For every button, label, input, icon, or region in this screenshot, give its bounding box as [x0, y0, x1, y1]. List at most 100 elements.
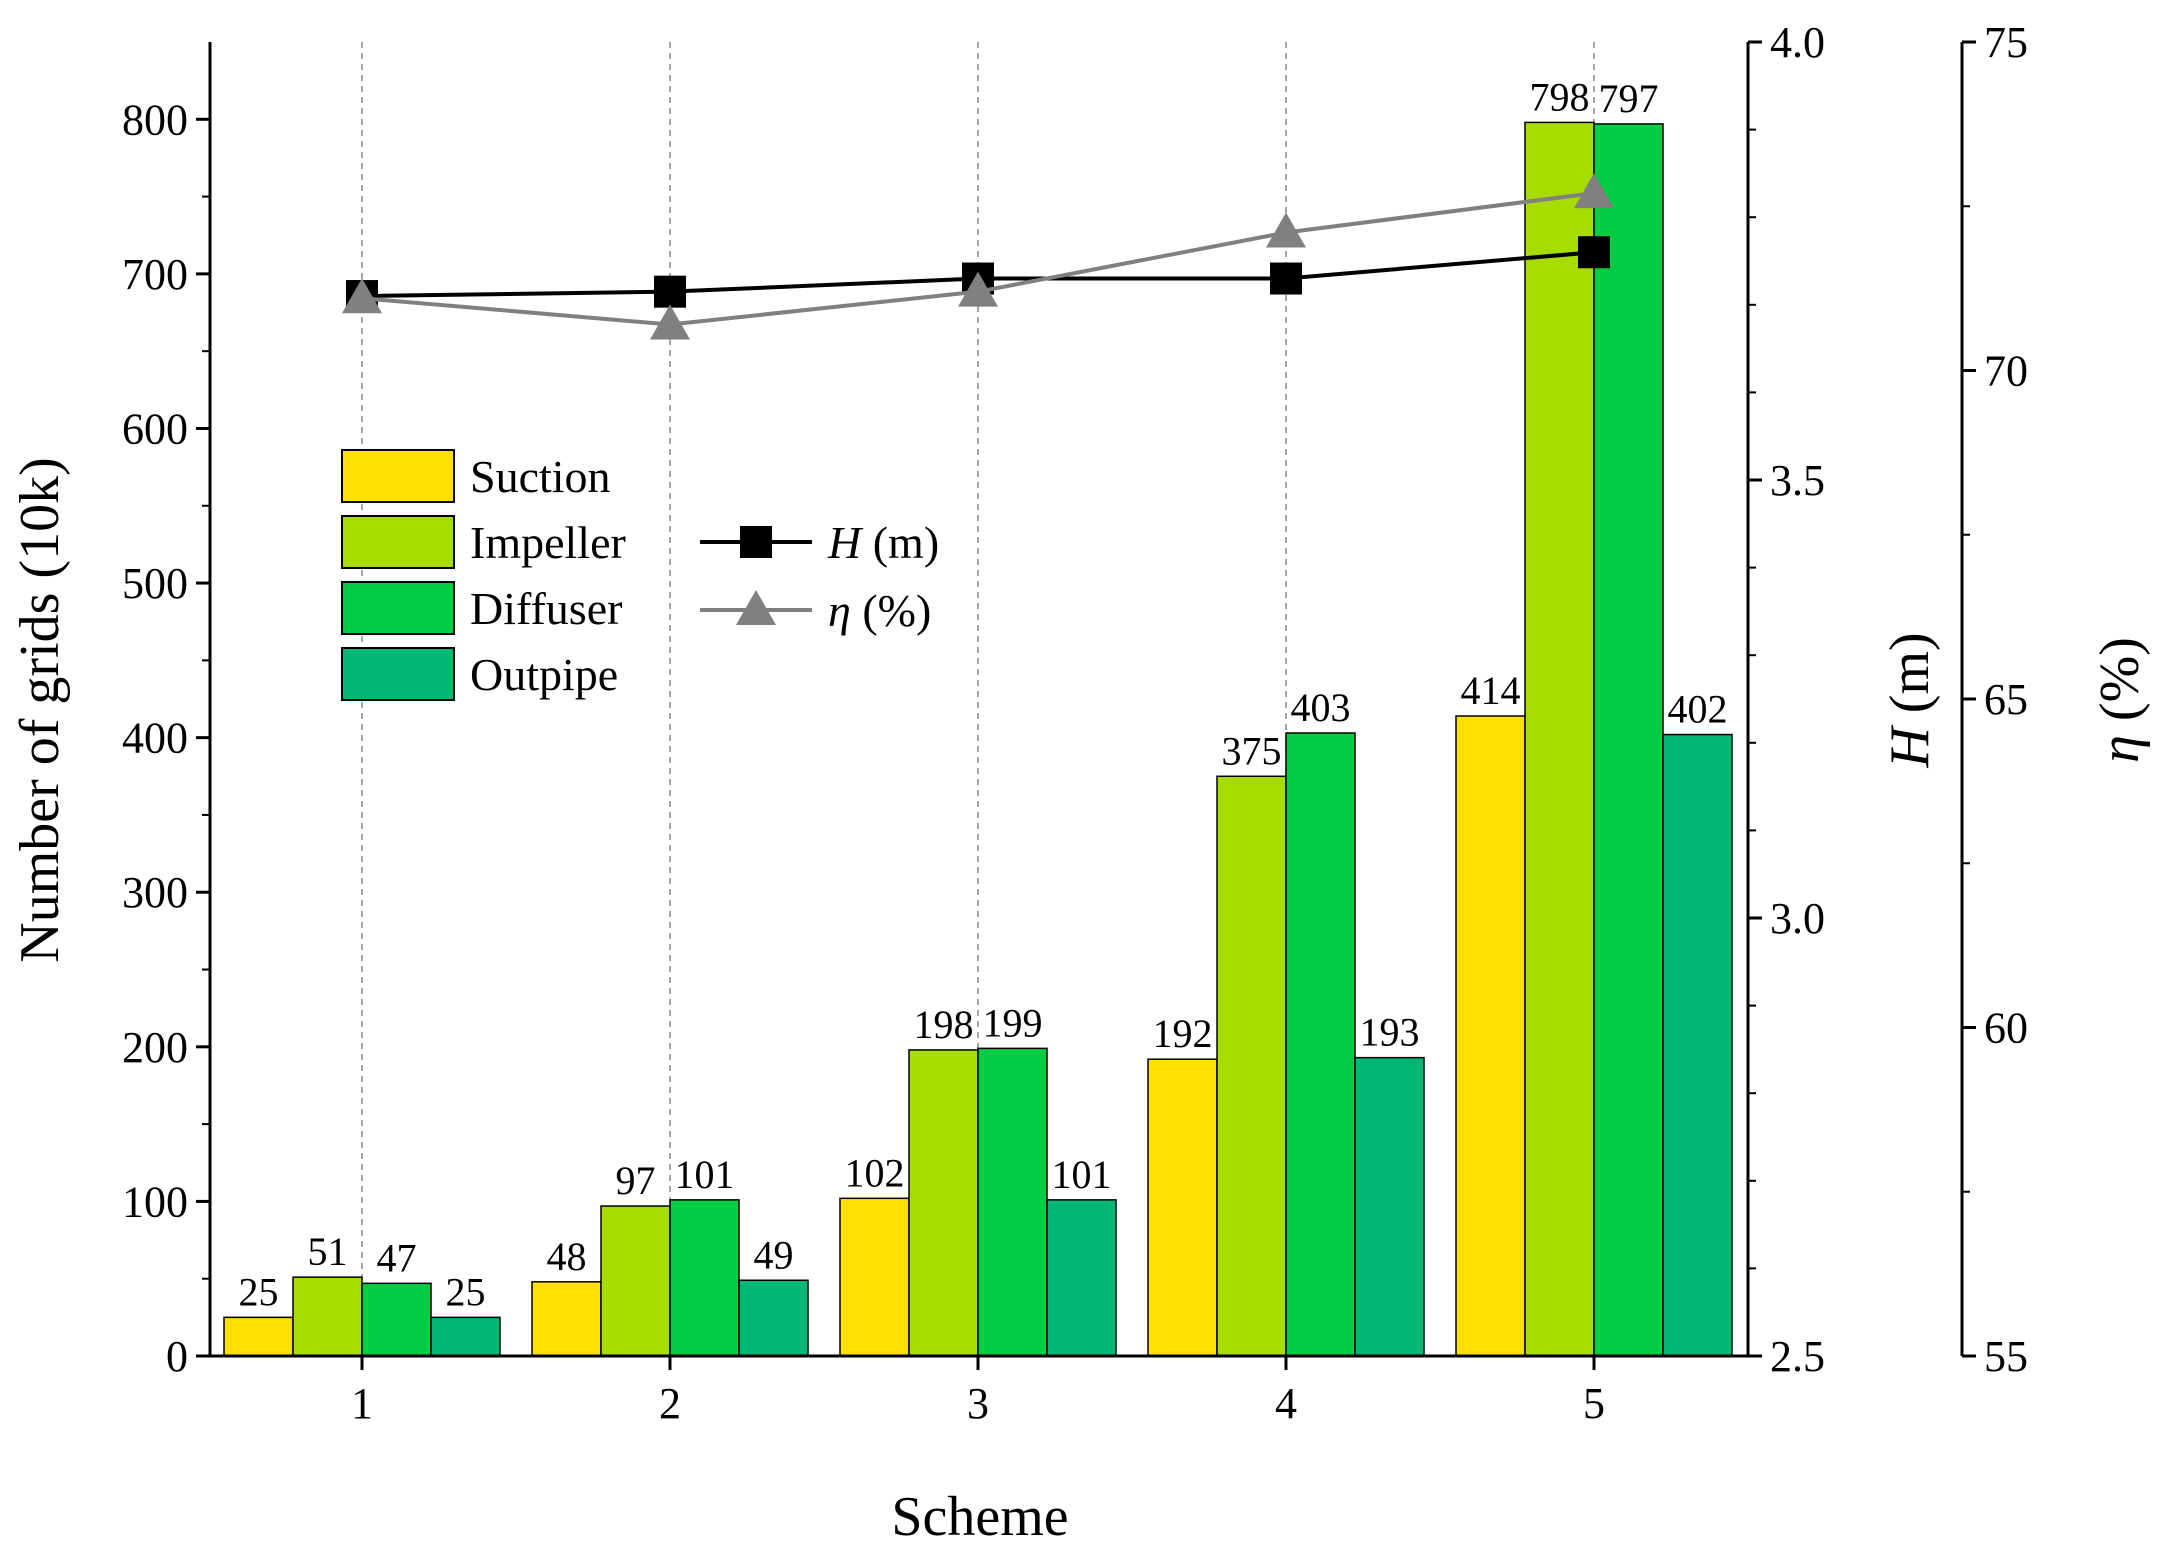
- eta-axis-title-unit: (%): [2089, 637, 2151, 735]
- bar-suction-scheme-5: [1455, 715, 1526, 1357]
- legend-label-eta: η (%): [828, 585, 931, 636]
- x-axis-title: Scheme: [891, 1486, 1068, 1548]
- eta-tick-label-70: 70: [1984, 347, 2028, 396]
- marker-eta-scheme-3: [958, 271, 998, 307]
- x-tick-label-4: 4: [1275, 1379, 1297, 1428]
- x-tick-label-5: 5: [1583, 1379, 1605, 1428]
- bar-impeller-scheme-2: [600, 1205, 671, 1357]
- bar-diffuser-scheme-1: [361, 1282, 432, 1357]
- y-tick-label-500: 500: [122, 559, 188, 608]
- y-tick-label-200: 200: [122, 1023, 188, 1072]
- legend-label-suction: Suction: [470, 451, 611, 502]
- legend-swatch-diffuser: [341, 581, 455, 635]
- y-tick-label-0: 0: [166, 1332, 188, 1381]
- eta-axis-title: η (%): [2089, 637, 2151, 763]
- legend-marker-h: [740, 526, 772, 558]
- h-tick-label-3.0: 3.0: [1770, 894, 1825, 943]
- bar-outpipe-scheme-5: [1662, 733, 1733, 1357]
- bar-label-impeller-scheme-3: 198: [914, 1002, 974, 1047]
- bar-label-suction-scheme-4: 192: [1153, 1011, 1213, 1056]
- legend-swatch-impeller: [341, 515, 455, 569]
- y-tick-label-800: 800: [122, 95, 188, 144]
- h-axis-title: H (m): [1879, 632, 1941, 768]
- y-tick-label-600: 600: [122, 404, 188, 453]
- bar-label-impeller-scheme-2: 97: [616, 1158, 656, 1203]
- h-tick-label-4.0: 4.0: [1770, 18, 1825, 67]
- legend-label-outpipe: Outpipe: [470, 649, 618, 700]
- eta-axis-title-symbol: η: [2089, 735, 2151, 763]
- bar-diffuser-scheme-4: [1285, 732, 1356, 1357]
- bar-label-outpipe-scheme-3: 101: [1052, 1152, 1112, 1197]
- marker-eta-scheme-4: [1266, 212, 1306, 248]
- bar-label-outpipe-scheme-5: 402: [1668, 687, 1728, 732]
- bar-outpipe-scheme-2: [738, 1279, 809, 1357]
- bar-diffuser-scheme-5: [1593, 123, 1664, 1357]
- bar-suction-scheme-3: [839, 1197, 910, 1357]
- y-tick-label-400: 400: [122, 714, 188, 763]
- y-axis-title: Number of grids (10k): [9, 457, 71, 962]
- eta-tick-label-75: 75: [1984, 18, 2028, 67]
- h-axis-title-unit: (m): [1879, 632, 1941, 727]
- lines-layer: [342, 173, 1614, 340]
- marker-h-scheme-2: [654, 275, 686, 308]
- bar-labels-layer: 25 48 102 192 414 51 97 198 375 798 47 101 199 403 797…: [239, 74, 1728, 1314]
- bar-diffuser-scheme-3: [977, 1047, 1048, 1357]
- legend-label-eta-symbol: η: [828, 585, 851, 636]
- legend-label-h-unit: (m): [861, 517, 939, 568]
- bar-label-outpipe-scheme-1: 25: [446, 1269, 486, 1314]
- bar-label-diffuser-scheme-5: 797: [1599, 76, 1659, 121]
- h-tick-label-2.5: 2.5: [1770, 1332, 1825, 1381]
- legend-swatch-suction: [341, 449, 455, 503]
- bar-label-diffuser-scheme-2: 101: [675, 1152, 735, 1197]
- legend-label-impeller: Impeller: [470, 517, 626, 568]
- y-tick-label-700: 700: [122, 250, 188, 299]
- bar-label-suction-scheme-3: 102: [845, 1150, 905, 1195]
- legend-swatch-outpipe: [341, 647, 455, 701]
- eta-tick-label-65: 65: [1984, 675, 2028, 724]
- marker-eta-scheme-1: [342, 278, 382, 314]
- bar-suction-scheme-1: [223, 1316, 294, 1357]
- y-tick-label-300: 300: [122, 868, 188, 917]
- bar-impeller-scheme-4: [1216, 775, 1287, 1357]
- bar-impeller-scheme-5: [1524, 121, 1595, 1357]
- bars-layer: [223, 121, 1733, 1357]
- bar-label-outpipe-scheme-4: 193: [1360, 1010, 1420, 1055]
- bar-suction-scheme-4: [1147, 1058, 1218, 1357]
- x-tick-label-3: 3: [967, 1379, 989, 1428]
- x-tick-label-2: 2: [659, 1379, 681, 1428]
- bar-label-impeller-scheme-1: 51: [308, 1229, 348, 1274]
- legend-label-diffuser: Diffuser: [470, 583, 622, 634]
- legend: Suction Impeller Diffuser Outpipe H (m) …: [341, 449, 939, 701]
- bar-label-suction-scheme-1: 25: [239, 1269, 279, 1314]
- bar-label-suction-scheme-5: 414: [1461, 668, 1521, 713]
- bar-outpipe-scheme-3: [1046, 1199, 1117, 1357]
- eta-tick-label-60: 60: [1984, 1004, 2028, 1053]
- bar-label-outpipe-scheme-2: 49: [754, 1232, 794, 1277]
- axes-layer: [208, 42, 1964, 1358]
- bar-label-diffuser-scheme-1: 47: [377, 1235, 417, 1280]
- legend-label-h-symbol: H: [827, 517, 864, 568]
- x-tick-label-1: 1: [351, 1379, 373, 1428]
- y-tick-label-100: 100: [122, 1177, 188, 1226]
- titles-layer: Scheme Number of grids (10k) H (m) η (%): [9, 457, 2151, 1548]
- h-tick-label-3.5: 3.5: [1770, 456, 1825, 505]
- bar-outpipe-scheme-4: [1354, 1056, 1425, 1357]
- bar-label-impeller-scheme-4: 375: [1222, 728, 1282, 773]
- bar-suction-scheme-2: [531, 1281, 602, 1357]
- bar-label-suction-scheme-2: 48: [547, 1234, 587, 1279]
- bar-diffuser-scheme-2: [669, 1199, 740, 1357]
- marker-eta-scheme-2: [650, 304, 690, 340]
- h-axis-title-symbol: H: [1879, 725, 1941, 769]
- legend-label-eta-unit: (%): [851, 585, 931, 636]
- bar-outpipe-scheme-1: [430, 1316, 501, 1357]
- bar-label-impeller-scheme-5: 798: [1530, 74, 1590, 119]
- bar-impeller-scheme-3: [908, 1049, 979, 1357]
- bar-label-diffuser-scheme-3: 199: [983, 1000, 1043, 1045]
- marker-h-scheme-5: [1578, 236, 1610, 269]
- legend-marker-eta: [736, 590, 776, 625]
- bar-impeller-scheme-1: [292, 1276, 363, 1357]
- marker-eta-scheme-5: [1574, 173, 1614, 209]
- legend-label-h: H (m): [827, 517, 939, 568]
- eta-tick-label-55: 55: [1984, 1332, 2028, 1381]
